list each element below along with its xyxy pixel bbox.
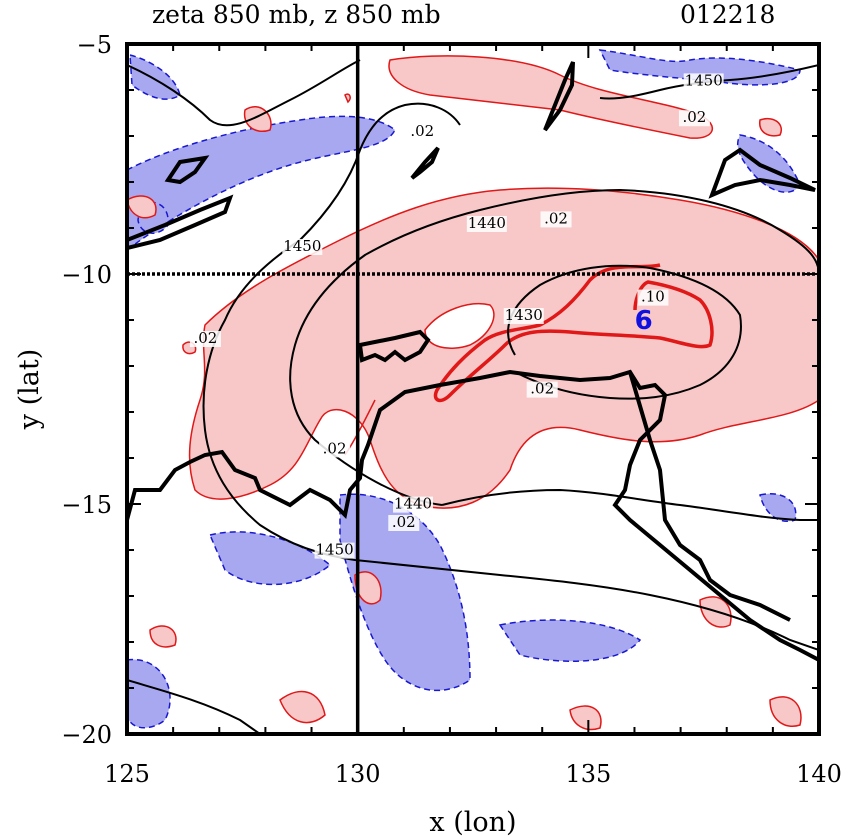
chart-title: zeta 850 mb, z 850 mb	[152, 0, 441, 29]
negative-area	[127, 115, 396, 251]
thick-contour	[127, 369, 819, 662]
vorticity-contour-010	[433, 263, 714, 403]
thick-contour	[357, 329, 431, 363]
vorticity-contour-label: .02	[544, 209, 568, 227]
y-axis-label: y (lat)	[14, 349, 45, 431]
y-tick-label: −20	[61, 721, 112, 749]
vorticity-contour-label-bg	[678, 110, 710, 127]
circulation-center-marker: 6	[635, 306, 653, 336]
axis-ticks	[126, 43, 820, 735]
vorticity-contour-label: .02	[410, 122, 434, 140]
negative-area	[129, 54, 181, 100]
vorticity-contour-label: .02	[530, 380, 554, 398]
vorticity-labels: .02 .02 .02 .02 .10 .02 .02 .02	[189, 108, 710, 531]
y-tick-label: −10	[61, 261, 112, 289]
positive-area	[127, 195, 157, 219]
height-contour-1440-south	[441, 488, 819, 521]
height-contour-1440	[289, 188, 819, 506]
thick-contour	[628, 371, 791, 622]
vorticity-contour-label-bg	[319, 441, 351, 458]
plot-content: .02 .02 .02 .02 .10 .02 .02 .02 1450 1440 1450 143…	[127, 44, 819, 734]
height-contour-label-bg	[466, 216, 507, 232]
height-contour-label-bg	[503, 308, 544, 324]
height-contour-nw	[127, 59, 361, 127]
vorticity-contour-label-bg	[388, 515, 420, 531]
height-contour-label-bg	[314, 542, 355, 559]
positive-area	[759, 118, 782, 137]
x-tick-labels: 125 130 135 140	[104, 760, 842, 788]
x-tick-label: 135	[565, 760, 611, 788]
positive-area	[388, 55, 713, 139]
thick-contour	[410, 146, 440, 180]
height-contour-label: 1440	[468, 214, 506, 232]
height-contour-label: 1440	[394, 495, 432, 513]
positive-area	[344, 93, 351, 104]
vorticity-contour-label: .02	[193, 329, 217, 347]
positive-area	[149, 625, 177, 648]
negative-area	[208, 531, 332, 586]
height-contour-label: 1450	[283, 237, 321, 255]
height-contour-sw	[127, 679, 261, 734]
positive-area	[243, 106, 272, 132]
height-contour-label: 1450	[316, 541, 354, 559]
thick-contour	[708, 147, 816, 199]
vorticity-contour-label-bg	[637, 289, 669, 306]
vorticity-contour-label: .10	[641, 288, 665, 306]
vorticity-contour-label-bg	[406, 124, 438, 140]
height-contour-label-bg	[393, 496, 434, 513]
thick-contour	[127, 194, 234, 250]
vorticity-contour-label-bg	[526, 381, 558, 398]
negative-vorticity-areas	[127, 49, 801, 729]
height-contour-label: 1450	[685, 71, 723, 89]
negative-area	[737, 134, 801, 193]
x-tick-label: 130	[335, 760, 381, 788]
y-tick-label: −15	[61, 491, 112, 519]
height-contour-label-bg	[282, 239, 323, 255]
x-tick-label: 125	[104, 760, 150, 788]
reference-lines	[127, 44, 819, 734]
vorticity-contour-label: .02	[683, 108, 707, 126]
height-contour-label-bg	[683, 73, 724, 90]
x-axis-label: x (lon)	[429, 807, 516, 838]
positive-area	[769, 696, 802, 727]
vorticity-contour-label-bg	[189, 331, 221, 347]
negative-area	[498, 619, 642, 662]
height-contour-1450-upper	[299, 102, 461, 241]
plot-frame	[125, 42, 821, 736]
height-contour-1430	[507, 264, 742, 400]
thick-contours	[127, 61, 819, 662]
chart-date-label: 012218	[680, 0, 775, 29]
height-contour-label: 1430	[505, 306, 543, 324]
y-tick-labels: −5 −10 −15 −20	[61, 31, 112, 749]
thick-contour	[543, 61, 575, 132]
y-tick-label: −5	[77, 31, 112, 59]
vorticity-contour-label-bg	[540, 211, 572, 228]
height-labels: 1450 1440 1450 1430 1440 1450	[282, 71, 724, 559]
thick-contour	[164, 155, 210, 185]
negative-area	[127, 658, 171, 729]
positive-area-gap	[424, 303, 495, 349]
positive-area	[279, 690, 326, 724]
x-tick-label: 140	[796, 760, 842, 788]
vorticity-contour-label: .02	[392, 513, 416, 531]
vorticity-contour-label: .02	[323, 439, 347, 457]
positive-area	[569, 705, 602, 731]
